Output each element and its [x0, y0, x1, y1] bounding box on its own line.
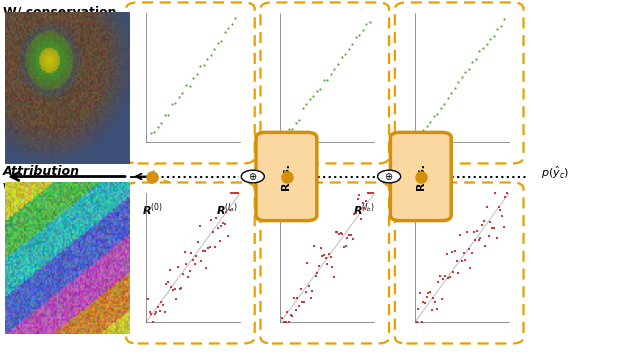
Circle shape	[241, 170, 264, 183]
FancyBboxPatch shape	[260, 183, 389, 343]
Text: $\boldsymbol{R}^{(l_b)}$: $\boldsymbol{R}^{(l_b)}$	[353, 201, 374, 218]
Text: $\boldsymbol{R}^{(l_a)}$: $\boldsymbol{R}^{(l_a)}$	[216, 201, 238, 218]
Text: $\oplus$: $\oplus$	[248, 171, 257, 182]
FancyBboxPatch shape	[395, 183, 524, 343]
Text: $p(\hat{y}_c)$: $p(\hat{y}_c)$	[541, 165, 569, 181]
FancyBboxPatch shape	[256, 132, 317, 221]
Text: $\boldsymbol{R}^{(0)}$: $\boldsymbol{R}^{(0)}$	[142, 201, 163, 218]
FancyBboxPatch shape	[260, 2, 389, 163]
Text: W/o conservation: W/o conservation	[3, 182, 125, 195]
Text: Res.: Res.	[282, 163, 291, 190]
FancyBboxPatch shape	[395, 2, 524, 163]
Text: Res.: Res.	[416, 163, 426, 190]
Text: W/ conservation: W/ conservation	[3, 5, 116, 18]
FancyBboxPatch shape	[390, 132, 451, 221]
Circle shape	[378, 170, 401, 183]
FancyBboxPatch shape	[126, 183, 255, 343]
Text: $\oplus$: $\oplus$	[385, 171, 394, 182]
FancyBboxPatch shape	[126, 2, 255, 163]
Text: Attribution: Attribution	[3, 165, 80, 178]
